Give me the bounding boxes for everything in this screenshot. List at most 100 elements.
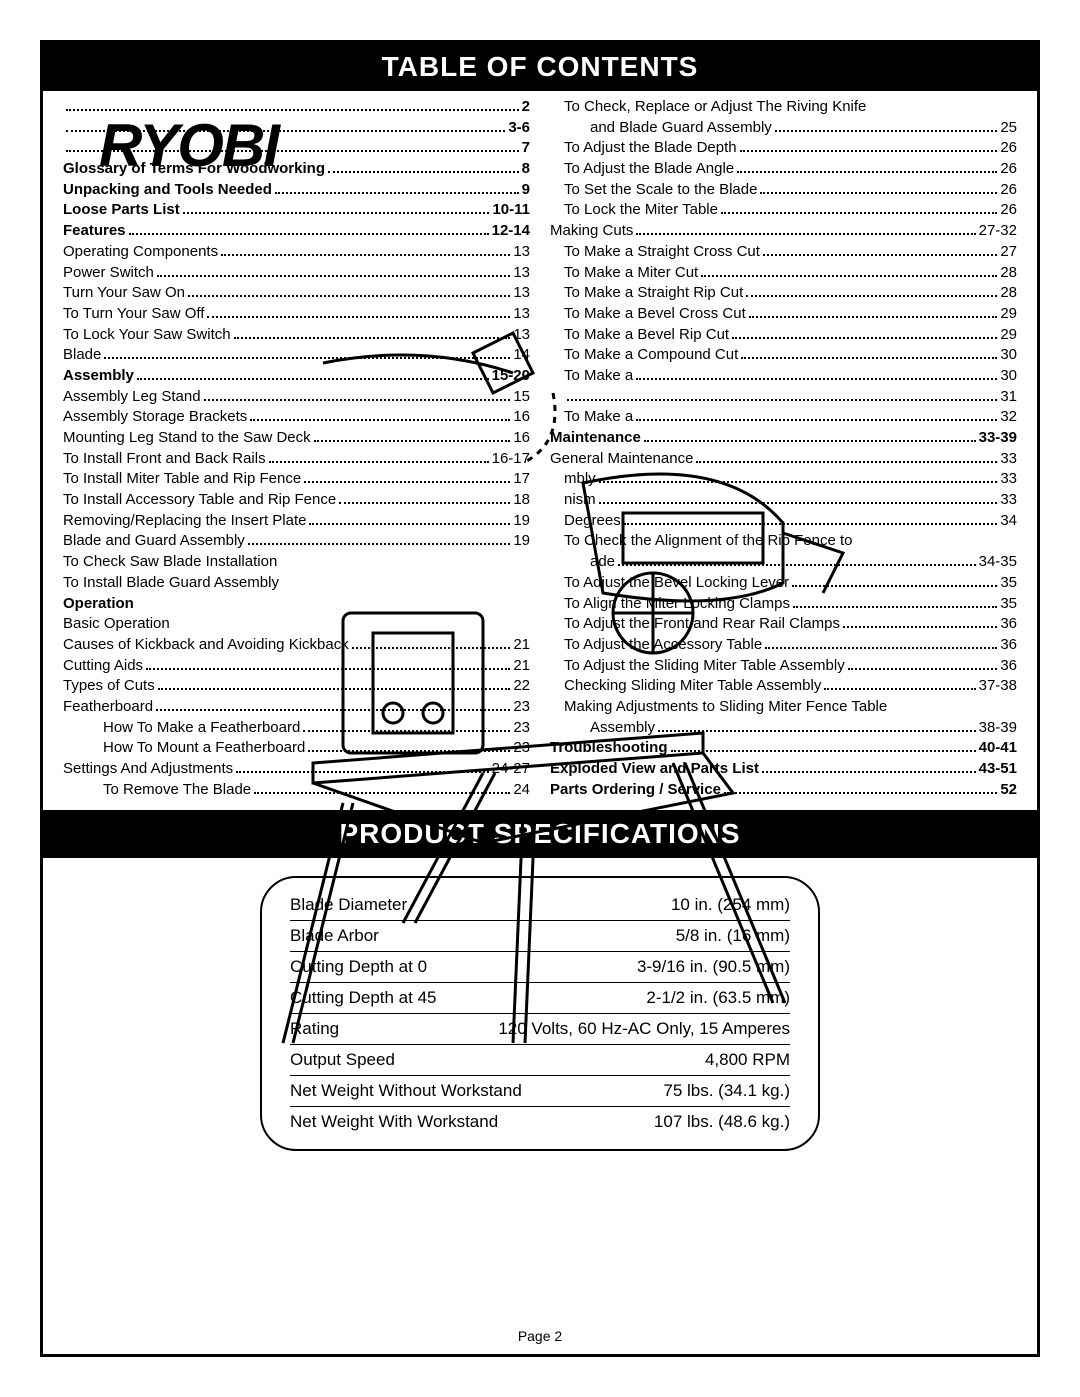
toc-page-number: 16 [513, 407, 530, 428]
toc-page-number: 23 [513, 697, 530, 718]
toc-entry: Assembly38-39 [550, 718, 1017, 739]
spec-row: Rating 120 Volts, 60 Hz-AC Only, 15 Amper… [290, 1014, 790, 1045]
toc-entry: To Adjust the Front and Rear Rail Clamps… [550, 614, 1017, 635]
toc-leader-dots [696, 451, 997, 463]
toc-leader-dots [740, 140, 998, 152]
toc-page-number: 16 [513, 428, 530, 449]
toc-entry: Troubleshooting40-41 [550, 738, 1017, 759]
toc-label: nism [550, 490, 596, 511]
toc-page-number: 26 [1000, 180, 1017, 201]
toc-leader-dots [158, 678, 511, 690]
toc-entry: nism 33 [550, 490, 1017, 511]
toc-leader-dots [352, 637, 511, 649]
toc-label: Exploded View and Parts List [550, 759, 759, 780]
toc-leader-dots [848, 658, 998, 670]
toc-page-number: 34-35 [979, 552, 1017, 573]
toc-label: To Lock the Miter Table [550, 200, 718, 221]
toc-label: Degrees [550, 511, 621, 532]
toc-leader-dots [741, 347, 997, 359]
toc-entry: To Adjust the Blade Angle26 [550, 159, 1017, 180]
spec-label: Rating [290, 1019, 339, 1039]
toc-leader-dots [775, 120, 998, 132]
toc-label: To Check, Replace or Adjust The Riving K… [550, 97, 866, 118]
spec-label: Cutting Depth at 45 [290, 988, 436, 1008]
toc-page-number: 25 [1000, 118, 1017, 139]
toc-leader-dots [309, 513, 510, 525]
toc-page-number: 26 [1000, 159, 1017, 180]
toc-label: Maintenance [550, 428, 641, 449]
spec-value: 120 Volts, 60 Hz-AC Only, 15 Amperes [498, 1019, 790, 1039]
toc-entry: To Make a Bevel Cross Cut29 [550, 304, 1017, 325]
toc-page-number: 30 [1000, 366, 1017, 387]
toc-entry: To Make a 30 [550, 366, 1017, 387]
toc-label: Basic Operation [63, 614, 170, 635]
toc-page-number: 36 [1000, 635, 1017, 656]
toc-label: Assembly [550, 718, 655, 739]
toc-leader-dots [618, 554, 976, 566]
toc-entry: To Lock Your Saw Switch13 [63, 325, 530, 346]
toc-label: Turn Your Saw On [63, 283, 185, 304]
toc-label: To Align the Miter Locking Clamps [550, 594, 790, 615]
toc-page-number: 13 [513, 325, 530, 346]
toc-leader-dots [763, 244, 997, 256]
toc-label: To Make a Straight Cross Cut [550, 242, 760, 263]
toc-page-number: 21 [513, 635, 530, 656]
toc-entry: To Install Miter Table and Rip Fence17 [63, 469, 530, 490]
toc-leader-dots [234, 327, 511, 339]
toc-leader-dots [599, 492, 998, 504]
toc-label: Types of Cuts [63, 676, 155, 697]
toc-label: Troubleshooting [550, 738, 668, 759]
toc-page-number: 17 [513, 469, 530, 490]
toc-leader-dots [737, 161, 997, 173]
toc-entry: Degrees 34 [550, 511, 1017, 532]
toc-entry: and Blade Guard Assembly25 [550, 118, 1017, 139]
spec-label: Blade Arbor [290, 926, 379, 946]
toc-page-number: 33 [1000, 490, 1017, 511]
toc-label: To Make a Compound Cut [550, 345, 738, 366]
toc-entry: To Make a Bevel Rip Cut29 [550, 325, 1017, 346]
toc-label: Making Adjustments to Sliding Miter Fenc… [550, 697, 887, 718]
toc-entry: To Install Accessory Table and Rip Fence… [63, 490, 530, 511]
toc-leader-dots [824, 678, 975, 690]
toc-leader-dots [304, 471, 510, 483]
toc-leader-dots [636, 223, 975, 235]
toc-label: Mounting Leg Stand to the Saw Deck [63, 428, 311, 449]
toc-label: To Install Front and Back Rails [63, 449, 266, 470]
toc-label: Featherboard [63, 697, 153, 718]
spec-row: Net Weight With Workstand107 lbs. (48.6 … [290, 1107, 790, 1137]
toc-entry: General Maintenance33 [550, 449, 1017, 470]
toc-label [550, 387, 564, 408]
toc-entry: Parts Ordering / Service52 [550, 780, 1017, 801]
toc-page-number: 26 [1000, 200, 1017, 221]
toc-leader-dots [793, 596, 997, 608]
spec-row: Cutting Depth at 452-1/2 in. (63.5 mm) [290, 983, 790, 1014]
toc-entry: Assembly Storage Brackets16 [63, 407, 530, 428]
toc-label: Removing/Replacing the Insert Plate [63, 511, 306, 532]
toc-page-number: 30 [1000, 345, 1017, 366]
toc-label: Parts Ordering / Service [550, 780, 721, 801]
toc-page-number: 12-14 [492, 221, 530, 242]
toc-column-right: To Check, Replace or Adjust The Riving K… [540, 97, 1017, 800]
toc-leader-dots [137, 368, 489, 380]
toc-entry: Settings And Adjustments24-27 [63, 759, 530, 780]
toc-label: To Turn Your Saw Off [63, 304, 204, 325]
toc-leader-dots [250, 409, 510, 421]
toc-leader-dots [314, 430, 511, 442]
toc-leader-dots [624, 513, 998, 525]
spec-label: Net Weight With Workstand [290, 1112, 498, 1132]
toc-page-number: 29 [1000, 304, 1017, 325]
toc-label: Operation [63, 594, 134, 615]
toc-label: To Adjust the Blade Depth [550, 138, 737, 159]
toc-leader-dots [567, 389, 997, 401]
toc-leader-dots [207, 306, 510, 318]
toc-page-number: 33 [1000, 449, 1017, 470]
toc-label: Making Cuts [550, 221, 633, 242]
toc-label: To Set the Scale to the Blade [550, 180, 757, 201]
toc-page-number: 37-38 [979, 676, 1017, 697]
toc-leader-dots [188, 285, 510, 297]
toc-page-number: 18 [513, 490, 530, 511]
toc-leader-dots [275, 182, 519, 194]
toc-column-left: 23-67Glossary of Terms For Woodworking8U… [63, 97, 540, 800]
toc-page-number: 34 [1000, 511, 1017, 532]
toc-page-number: 36 [1000, 656, 1017, 677]
